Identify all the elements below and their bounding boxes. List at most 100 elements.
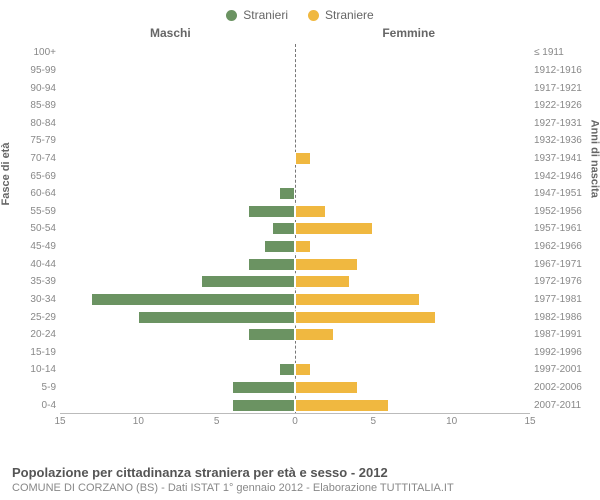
x-tick: 10	[446, 416, 457, 427]
bar-male	[279, 187, 295, 200]
birth-year-label: 1932-1936	[534, 135, 586, 146]
pyramid-row: 15-191992-1996	[60, 344, 530, 362]
birth-year-label: 1917-1921	[534, 83, 586, 94]
pyramid-row: 100+≤ 1911	[60, 44, 530, 62]
pyramid-row: 55-591952-1956	[60, 203, 530, 221]
age-label: 65-69	[18, 171, 56, 182]
age-label: 5-9	[18, 382, 56, 393]
pyramid-row: 95-991912-1916	[60, 62, 530, 80]
legend-label-female: Straniere	[325, 8, 374, 22]
birth-year-label: 1967-1971	[534, 259, 586, 270]
pyramid-row: 20-241987-1991	[60, 326, 530, 344]
age-label: 60-64	[18, 188, 56, 199]
column-header-male: Maschi	[150, 26, 191, 40]
pyramid-row: 30-341977-1981	[60, 291, 530, 309]
birth-year-label: 1987-1991	[534, 329, 586, 340]
legend-label-male: Stranieri	[243, 8, 288, 22]
bar-female	[295, 258, 358, 271]
age-label: 30-34	[18, 294, 56, 305]
x-tick: 5	[371, 416, 377, 427]
age-label: 50-54	[18, 223, 56, 234]
age-label: 55-59	[18, 206, 56, 217]
bar-female	[295, 381, 358, 394]
bar-male	[91, 293, 295, 306]
legend-swatch-female	[308, 10, 319, 21]
age-label: 15-19	[18, 347, 56, 358]
legend-swatch-male	[226, 10, 237, 21]
bar-male	[248, 205, 295, 218]
pyramid-row: 90-941917-1921	[60, 79, 530, 97]
bar-male	[272, 222, 296, 235]
bar-male	[279, 363, 295, 376]
legend-item-female: Straniere	[308, 8, 374, 22]
age-label: 80-84	[18, 118, 56, 129]
bar-female	[295, 363, 311, 376]
pyramid-row: 75-791932-1936	[60, 132, 530, 150]
age-label: 20-24	[18, 329, 56, 340]
birth-year-label: 1962-1966	[534, 241, 586, 252]
bar-female	[295, 240, 311, 253]
x-tick: 5	[214, 416, 220, 427]
bar-female	[295, 152, 311, 165]
age-label: 40-44	[18, 259, 56, 270]
column-header-female: Femmine	[382, 26, 435, 40]
pyramid-row: 60-641947-1951	[60, 185, 530, 203]
bar-female	[295, 311, 436, 324]
bar-male	[248, 328, 295, 341]
bar-female	[295, 275, 350, 288]
y-axis-title-left: Fasce di età	[0, 143, 12, 206]
birth-year-label: 1957-1961	[534, 223, 586, 234]
x-tick: 0	[292, 416, 298, 427]
birth-year-label: 1952-1956	[534, 206, 586, 217]
birth-year-label: 1912-1916	[534, 65, 586, 76]
bar-male	[264, 240, 295, 253]
chart-subtitle: COMUNE DI CORZANO (BS) - Dati ISTAT 1° g…	[12, 482, 588, 494]
pyramid-row: 45-491962-1966	[60, 238, 530, 256]
pyramid-row: 40-441967-1971	[60, 255, 530, 273]
x-tick: 15	[524, 416, 535, 427]
bar-male	[232, 399, 295, 412]
age-label: 25-29	[18, 312, 56, 323]
pyramid-row: 35-391972-1976	[60, 273, 530, 291]
x-axis-line	[60, 413, 530, 414]
birth-year-label: 1927-1931	[534, 118, 586, 129]
bar-female	[295, 222, 373, 235]
pyramid-row: 25-291982-1986	[60, 308, 530, 326]
x-axis: 15105051015	[60, 416, 530, 432]
bar-male	[138, 311, 295, 324]
age-label: 45-49	[18, 241, 56, 252]
birth-year-label: 1977-1981	[534, 294, 586, 305]
bar-female	[295, 205, 326, 218]
pyramid-row: 85-891922-1926	[60, 97, 530, 115]
birth-year-label: 1947-1951	[534, 188, 586, 199]
birth-year-label: 2007-2011	[534, 400, 586, 411]
birth-year-label: 1992-1996	[534, 347, 586, 358]
age-label: 95-99	[18, 65, 56, 76]
pyramid-row: 10-141997-2001	[60, 361, 530, 379]
pyramid-row: 5-92002-2006	[60, 379, 530, 397]
footer: Popolazione per cittadinanza straniera p…	[12, 465, 588, 494]
age-label: 70-74	[18, 153, 56, 164]
plot: 100+≤ 191195-991912-191690-941917-192185…	[60, 44, 530, 414]
bar-female	[295, 328, 334, 341]
chart-area: Maschi Femmine Fasce di età Anni di nasc…	[10, 26, 590, 436]
age-label: 85-89	[18, 100, 56, 111]
pyramid-row: 80-841927-1931	[60, 114, 530, 132]
age-label: 100+	[18, 47, 56, 58]
bar-male	[232, 381, 295, 394]
age-label: 90-94	[18, 83, 56, 94]
birth-year-label: 1922-1926	[534, 100, 586, 111]
pyramid-row: 70-741937-1941	[60, 150, 530, 168]
bar-female	[295, 293, 420, 306]
bar-female	[295, 399, 389, 412]
legend: Stranieri Straniere	[0, 0, 600, 26]
age-label: 75-79	[18, 135, 56, 146]
birth-year-label: 1997-2001	[534, 364, 586, 375]
x-tick: 15	[54, 416, 65, 427]
x-tick: 10	[133, 416, 144, 427]
birth-year-label: 1972-1976	[534, 276, 586, 287]
pyramid-row: 65-691942-1946	[60, 167, 530, 185]
chart-title: Popolazione per cittadinanza straniera p…	[12, 465, 588, 480]
birth-year-label: ≤ 1911	[534, 47, 586, 58]
birth-year-label: 1982-1986	[534, 312, 586, 323]
